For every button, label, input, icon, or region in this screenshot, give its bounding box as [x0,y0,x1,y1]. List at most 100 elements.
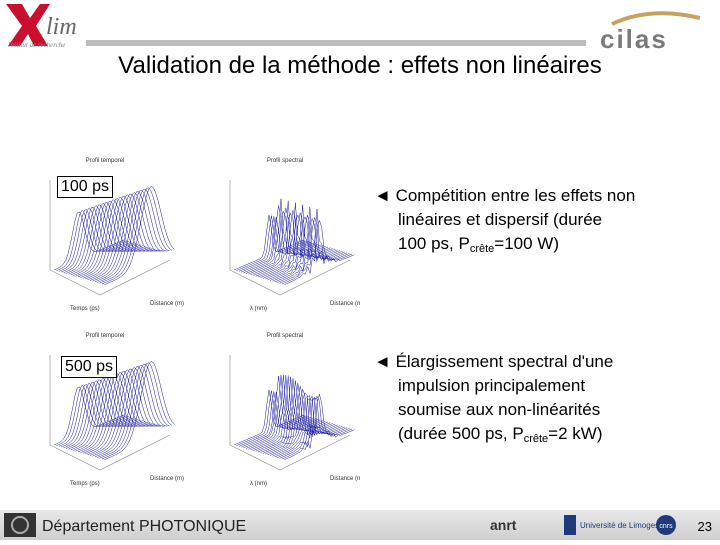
waterfall-curve [253,200,324,276]
waterfall-curve [85,196,156,280]
bullet-text: linéaires et dispersif (durée [398,210,603,229]
waterfall-curve [104,186,175,285]
waterfall-curve [77,199,149,278]
subscript: crête [523,433,549,445]
plot-y-label: Distance (m) [330,301,360,307]
waterfall-curve [265,212,336,280]
page-number: 23 [698,519,712,534]
waterfall-curve [82,371,153,454]
waterfall-curve [56,209,127,271]
slide-title: Validation de la méthode : effets non li… [118,52,602,79]
waterfall-curve [236,215,307,271]
waterfall-curve [241,392,312,448]
bullet-text: =2 kW) [548,424,603,443]
bullet-marker: ◄ [374,352,391,371]
waterfall-curve [245,198,317,274]
waterfall-curve [99,188,170,284]
bullet-text: 100 ps, P [398,234,470,253]
plots: Profil temporel Temps (ps) Distance (m) Pro… [49,158,360,487]
waterfall-curve [61,382,132,448]
plot-y-label: Distance (m) [330,476,360,482]
bullet: ◄ Élargissement spectral d'une impulsion … [374,350,613,451]
bullet-text: Élargissement spectral d'une [395,352,614,371]
plot-title: Profil temporel [86,158,125,164]
plot-x-label: λ (nm) [250,306,267,312]
footer-logo: cnrs [659,523,673,530]
logo-left-subtitle: Institut de recherche [7,41,65,49]
plot-axes [229,355,351,471]
waterfall-curve [56,384,127,446]
footer: Département PHOTONIQUE anrt Université d… [0,510,720,540]
waterfall-curve [243,205,314,274]
footer-logo: Université de Limoges [580,521,659,530]
bullet-line: ◄ Élargissement spectral d'une [374,350,613,374]
waterfall-curve [245,375,317,449]
bullet-text: impulsion principalement [398,376,586,395]
header: lim Institut de recherche cilas [6,4,701,52]
footer-logo: anrt [490,517,517,533]
waterfall-curve [75,375,146,452]
waterfall-curve [70,202,141,276]
waterfall-curve [89,368,161,456]
row-label: 100 ps [57,176,114,198]
waterfall-curve [70,377,141,451]
bullet-line: linéaires et dispersif (durée [374,208,635,232]
waterfall-curve [94,366,165,458]
waterfall-curve [260,202,331,278]
waterfall-curve [274,206,345,283]
waterfall-curve [284,393,355,460]
waterfall-curve [82,196,153,279]
waterfall-curve [248,210,319,275]
logo-left: lim [46,14,77,40]
bullet-line: impulsion principalement [374,374,613,398]
waterfall-curve [104,361,175,460]
plot-axes [49,355,171,471]
plot-x-label: Temps (ps) [70,306,100,312]
bullet-text: (durée 500 ps, P [398,424,524,443]
logo-swoosh [611,11,701,26]
waterfall-curve [257,210,329,278]
bullet-line: ◄ Compétition entre les effets non [374,184,635,208]
waterfall-curve [101,187,173,285]
bullet: ◄ Compétition entre les effets non linéai… [374,184,635,261]
waterfall-curve [238,216,309,272]
plot-title: Profil spectral [267,333,303,339]
waterfall-curve [87,194,158,281]
plot-y-label: Distance (m) [150,476,184,482]
waterfall-curve [260,380,331,453]
bullet-line: (durée 500 ps, Pcrête=2 kW) [374,422,613,451]
waterfall-curve [89,193,161,281]
waterfall-curve [269,392,341,456]
waterfall-curve [281,395,353,460]
footer-art: Département PHOTONIQUE anrt Université d… [4,513,712,537]
waterfall-curve [80,198,151,278]
row-label: 500 ps [61,356,118,378]
waterfall-curve [279,216,350,284]
waterfall-curve [272,215,343,282]
waterfall-curve [238,391,309,447]
waterfall-curve [99,363,170,459]
waterfall-curve [243,375,314,449]
waterfall-curve [92,192,163,282]
plot-y-label: Distance (m) [150,301,184,307]
waterfall-curve [61,207,132,273]
waterfall-curve [250,207,321,276]
waterfall-curve [236,390,307,446]
footer-icon-ring [11,516,29,534]
waterfall-curve [101,362,173,460]
waterfall-curve [85,371,156,455]
waterfall-curve [281,208,353,285]
header-bar [86,40,586,46]
waterfall-curve [248,374,319,450]
waterfall-curve [97,189,168,283]
logo-right: cilas [600,24,668,52]
waterfall-curve [272,395,343,457]
footer-department: Département PHOTONIQUE [42,518,246,535]
bullet-text: Compétition entre les effets non [395,186,636,205]
bullet-marker: ◄ [374,186,391,205]
waterfall-curve [94,191,165,283]
footer-logo-mark [656,515,676,535]
waterfall-curve [92,367,163,457]
waterfall-curve [269,216,341,281]
